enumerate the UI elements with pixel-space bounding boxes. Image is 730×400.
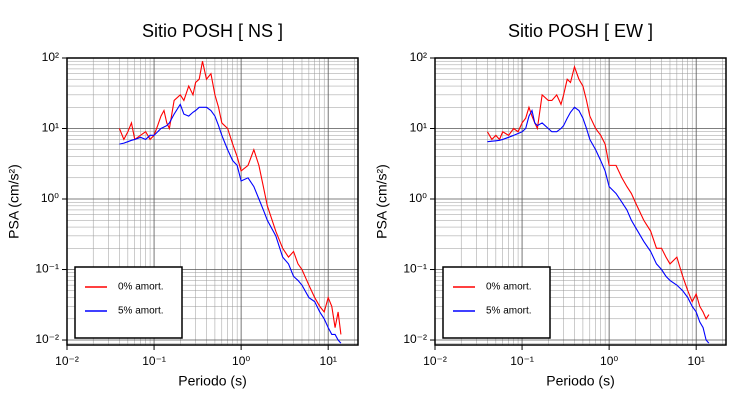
y-tick-label: 10⁻² [403,332,427,346]
legend-box [74,266,183,339]
y-tick-label: 10⁻¹ [35,262,59,276]
legend-label: 0% amort. [486,282,532,293]
x-axis-label: Periodo (s) [178,373,246,389]
y-tick-label: 10⁻¹ [403,262,427,276]
x-tick-label: 10⁰ [600,354,618,368]
x-axis-label: Periodo (s) [546,373,614,389]
chart-title: Sitio POSH [ NS ] [142,21,283,41]
y-axis-label: PSA (cm/s²) [374,164,390,239]
x-tick-label: 10¹ [688,354,705,368]
x-tick-label: 10¹ [320,354,337,368]
series-line [118,61,342,335]
x-tick-label: 10⁻² [55,354,79,368]
legend-label: 5% amort. [486,306,532,317]
y-axis-label: PSA (cm/s²) [6,164,22,239]
plot-frame [66,57,359,346]
chart-title: Sitio POSH [ EW ] [508,21,653,41]
series-line [487,106,710,344]
series-line [119,103,342,344]
y-tick-label: 10² [42,50,59,64]
x-tick-label: 10⁻¹ [142,354,166,368]
legend-label: 0% amort. [118,282,164,293]
y-tick-label: 10⁰ [409,191,427,205]
series-line [486,64,710,320]
plot-frame [434,57,727,346]
y-tick-label: 10⁻² [35,332,59,346]
legend-box [442,266,551,339]
y-tick-label: 10⁰ [41,191,59,205]
x-tick-label: 10⁻¹ [510,354,534,368]
x-tick-label: 10⁻² [423,354,447,368]
y-tick-label: 10² [410,50,427,64]
y-tick-label: 10¹ [42,121,59,135]
legend-label: 5% amort. [118,306,164,317]
y-tick-label: 10¹ [410,121,427,135]
x-tick-label: 10⁰ [232,354,250,368]
